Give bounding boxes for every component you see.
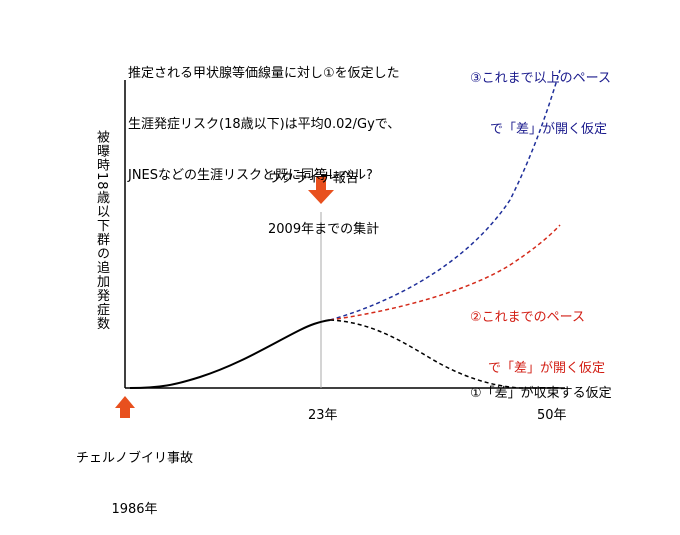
scenario-3-curve (329, 69, 561, 321)
ukraine-note-line-1: ウクライナ報告 (268, 171, 359, 186)
chernobyl-note: チェルノブイリ事故 1986年 (76, 416, 193, 535)
scenario-2-curve (329, 224, 561, 321)
scenario-1-curve (329, 319, 560, 389)
scenario-3-label: ③これまで以上のペース で「差」が開く仮定 (470, 36, 611, 155)
chernobyl-note-line-1: チェルノブイリ事故 (76, 451, 194, 466)
ukraine-report-note: ウクライナ報告 2009年までの集計 (268, 136, 379, 255)
scenario-2-label-line-2: で「差」が開く仮定 (488, 361, 606, 376)
observed-curve (129, 319, 331, 389)
x-tick-23: 23年 (308, 408, 338, 423)
x-tick-50: 50年 (537, 408, 567, 423)
chernobyl-arrow (115, 396, 135, 418)
risk-note-line-3: JNESなどの生涯リスクと既に同等レベル? (128, 168, 373, 183)
diagram-canvas (115, 69, 565, 418)
scenario-2-label-line-1: ②これまでのペース (470, 310, 586, 325)
scenario-1-label-line-1: ①「差」が収束する仮定 (470, 386, 612, 401)
y-axis-label: 被曝時18歳以下群の追加発症数 (94, 130, 109, 331)
chernobyl-note-line-2: 1986年 (111, 502, 158, 517)
scenario-1-label: ①「差」が収束する仮定 (470, 351, 612, 419)
scenario-3-label-line-1: ③これまで以上のペース (470, 71, 612, 86)
ukraine-arrow (308, 176, 334, 204)
risk-note-line-2: 生涯発症リスク(18歳以下)は平均0.02/Gyで、 (128, 117, 401, 132)
scenario-3-label-line-2: で「差」が開く仮定 (490, 122, 608, 137)
risk-note: 推定される甲状腺等価線量に対し①を仮定した 生涯発症リスク(18歳以下)は平均0… (128, 31, 400, 201)
ukraine-note-line-2: 2009年までの集計 (268, 222, 380, 237)
risk-note-line-1: 推定される甲状腺等価線量に対し①を仮定した (128, 66, 400, 81)
scenario-2-label: ②これまでのペース で「差」が開く仮定 (470, 275, 605, 394)
